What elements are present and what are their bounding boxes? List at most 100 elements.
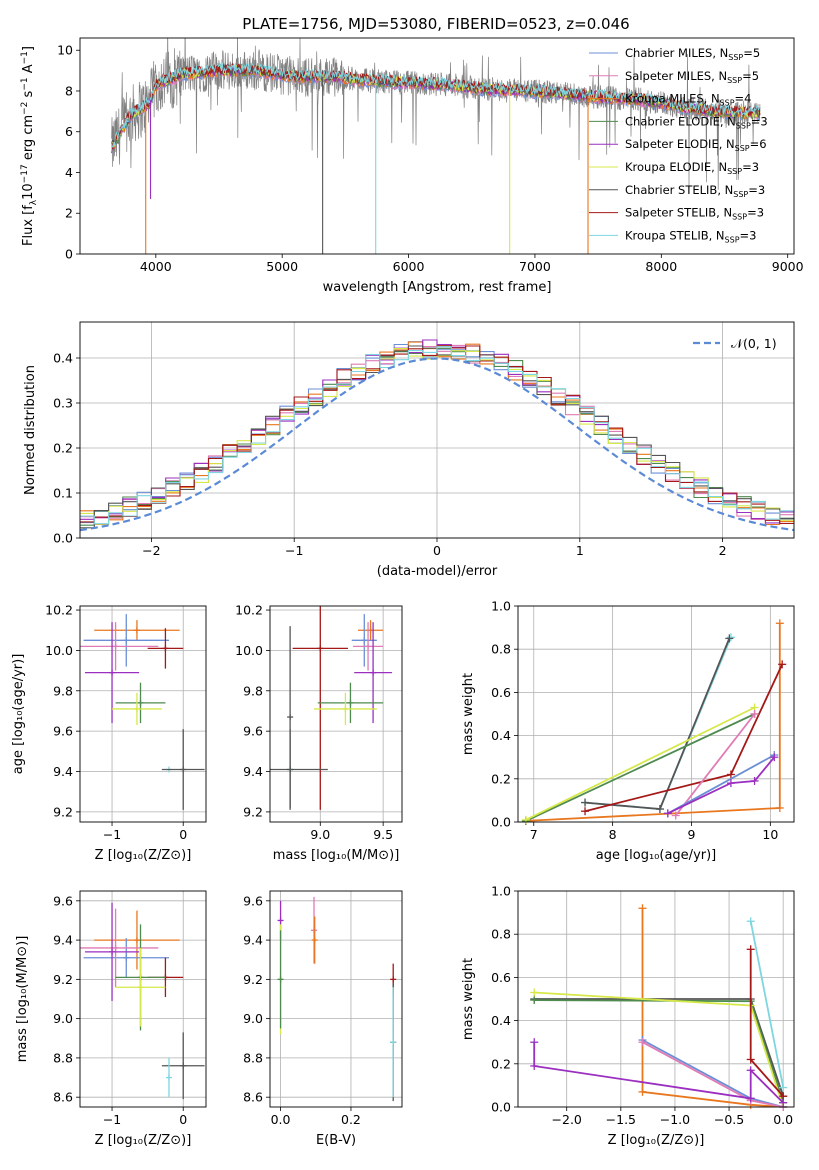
y-tick-label: 1.0 [491, 884, 511, 899]
data-point-errorbar [277, 930, 284, 1029]
y-axis-label: Normed distribution [23, 365, 38, 495]
legend-label: Salpeter MILES, NSSP=5 [625, 69, 759, 85]
axes-frame [517, 890, 795, 1108]
y-tick-label: 0.6 [491, 685, 511, 700]
y-tick-label: 0.4 [491, 728, 511, 743]
x-tick-label: −1 [103, 1112, 121, 1127]
x-tick-label: −1.0 [660, 1112, 690, 1127]
model-spectrum-kroupa-stelib [111, 62, 761, 148]
data-point-errorbar [147, 628, 184, 669]
x-tick-label: 10 [762, 827, 778, 842]
x-tick-label: 1 [576, 543, 584, 558]
y-tick-label: 9.4 [53, 933, 73, 948]
series-line-chabrier-miles [667, 754, 775, 815]
y-tick-label: 10.0 [45, 643, 73, 658]
x-axis-label: (data-model)/error [377, 564, 498, 579]
y-tick-label: 9.2 [53, 972, 73, 987]
y-axis-label: age [log₁₀(age/yr)] [11, 654, 26, 775]
y-axis-label: Flux [fλ10−17 erg cm−2 s−1 A−1] [20, 46, 39, 246]
x-axis-label: age [log₁₀(age/yr)] [596, 848, 717, 863]
data-point-errorbar [115, 947, 166, 1027]
x-tick-label: 2 [719, 543, 727, 558]
data-point-errorbar [161, 729, 205, 810]
y-tick-label: 8.8 [243, 1050, 263, 1065]
x-tick-label: −1 [103, 827, 121, 842]
y-tick-label: 0 [65, 247, 73, 262]
x-tick-label: 0.0 [271, 1112, 291, 1127]
data-point-errorbar [311, 916, 318, 964]
y-tick-label: 9.2 [243, 972, 263, 987]
series-line-salpeter-stelib [584, 663, 784, 813]
y-tick-label: 0.4 [491, 1013, 511, 1028]
x-tick-label: 6000 [393, 259, 425, 274]
y-tick-label: 8.6 [53, 1090, 73, 1105]
data-point-errorbar [112, 692, 162, 726]
y-tick-label: 9.0 [53, 1011, 73, 1026]
axes-frame [79, 321, 795, 539]
legend-label: Kroupa ELODIE, NSSP=3 [625, 160, 759, 176]
data-point-errorbar [314, 692, 377, 726]
data-point-errorbar [165, 1057, 172, 1098]
y-tick-label: 0.0 [491, 1100, 511, 1115]
data-point-errorbar [84, 622, 140, 724]
axes-frame [269, 890, 403, 1108]
x-axis-label: E(B-V) [316, 1133, 356, 1148]
series-line-salpeter-elodie [667, 756, 775, 815]
y-tick-label: 4 [65, 165, 73, 180]
y-tick-label: 1.0 [491, 599, 511, 614]
y-tick-label: 9.4 [243, 933, 263, 948]
x-tick-label: 0.2 [341, 1112, 361, 1127]
x-tick-label: 0 [433, 543, 441, 558]
x-tick-label: 8000 [645, 259, 677, 274]
axes-frame [79, 37, 795, 255]
y-tick-label: 9.2 [53, 804, 73, 819]
y-tick-label: 9.6 [53, 893, 73, 908]
data-point-errorbar [80, 622, 159, 671]
axes-frame [269, 605, 403, 823]
x-tick-label: 9.0 [310, 827, 330, 842]
axes-age-vs-mass: 9.0 9.5 9.2 9.4 9.6 9.8 10.0 10.2 mass [log₁₀(M/… [235, 603, 403, 863]
y-tick-label: 9.4 [243, 764, 263, 779]
y-tick-label: 0.8 [491, 927, 511, 942]
residual-histogram-kroupa-elodie [80, 347, 794, 525]
data-point-errorbar [80, 908, 159, 988]
legend-label: Chabrier ELODIE, NSSP=3 [625, 114, 768, 130]
data-point-errorbar [94, 620, 180, 641]
y-tick-label: 0.8 [491, 642, 511, 657]
x-tick-label: −2 [142, 543, 160, 558]
data-point-errorbar [84, 902, 140, 1001]
x-tick-label: −2.0 [552, 1112, 582, 1127]
normal-reference-curve [80, 357, 794, 532]
x-tick-label: −1.5 [606, 1112, 636, 1127]
series-line-chabrier-elodie [525, 713, 755, 822]
y-tick-label: 10.2 [235, 603, 263, 618]
axes-age-vs-Z: −1 0 9.2 9.4 9.6 9.8 10.0 10.2 Z [log₁₀(Z/Z⊙)] ag… [11, 603, 207, 863]
series-line-chabrier-stelib [534, 998, 785, 1097]
axes-residuals: −2 −1 0 1 2 0.0 0.1 0.2 0.3 0.4 (data-model)/error… [23, 321, 795, 579]
axes-spectrum: 4000 5000 6000 7000 8000 9000 0 2 4 6 8 10 wavelengt… [20, 37, 804, 295]
series-line-kroupa-elodie [525, 706, 755, 821]
y-tick-label: 9.6 [53, 724, 73, 739]
x-tick-label: 0 [179, 1112, 187, 1127]
y-tick-label: 8.8 [53, 1050, 73, 1065]
legend-label: Salpeter STELIB, NSSP=3 [625, 206, 764, 222]
legend-label: 𝒩(0, 1) [731, 336, 777, 351]
y-tick-label: 6 [65, 124, 73, 139]
y-tick-label: 0.3 [53, 396, 73, 411]
data-point-errorbar [311, 896, 317, 964]
residual-histogram-kroupa-stelib [80, 346, 794, 525]
x-tick-label: 4000 [140, 259, 172, 274]
y-tick-label: 8.6 [243, 1090, 263, 1105]
x-tick-label: 9 [688, 827, 696, 842]
data-point-errorbar [115, 682, 166, 724]
data-point-errorbar [352, 622, 384, 671]
data-point-errorbar [287, 626, 294, 808]
legend-label: Chabrier STELIB, NSSP=3 [625, 183, 765, 199]
x-axis-label: Z [log₁₀(Z/Z⊙)] [95, 1133, 192, 1148]
y-tick-label: 10.0 [235, 643, 263, 658]
data-point-errorbar [161, 1032, 205, 1100]
data-point-errorbar [83, 614, 169, 667]
axes-massweight-vs-Z: −2.0 −1.5 −1.0 −0.5 0.0 0.0 0.2 0.4 0.6 0.8 1.0 Z [… [461, 884, 795, 1148]
axes-mass-vs-Z: −1 0 8.6 8.8 9.0 9.2 9.4 9.6 Z [log₁₀(Z/Z⊙)] mass… [15, 890, 207, 1148]
x-tick-label: 0.0 [773, 1112, 793, 1127]
